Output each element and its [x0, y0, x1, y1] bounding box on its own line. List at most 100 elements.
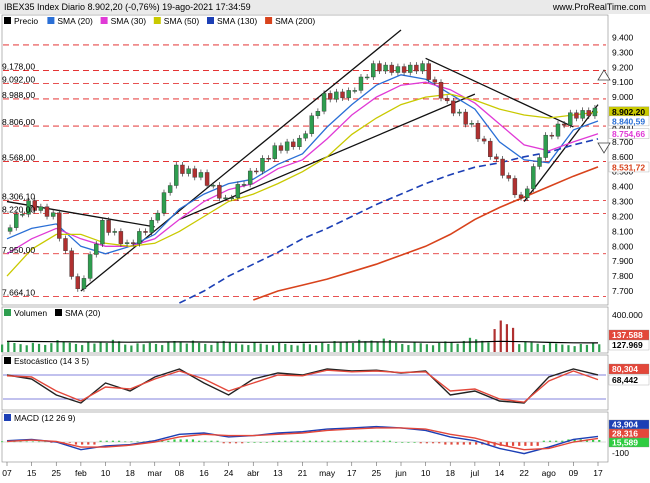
volume-bar	[74, 343, 78, 352]
x-tick-label: 18	[125, 468, 135, 478]
volume-bar	[19, 344, 22, 352]
macd-hist-bar	[351, 440, 355, 442]
candle-body	[63, 238, 68, 251]
legend-swatch	[55, 309, 62, 316]
candle-body	[574, 112, 579, 119]
candle-body	[506, 175, 511, 179]
volume-bar	[99, 341, 102, 352]
volume-bar	[499, 320, 502, 352]
candle-body	[309, 115, 314, 134]
volume-bar	[31, 342, 34, 352]
x-tick-label: 10	[101, 468, 111, 478]
volume-bar	[493, 329, 496, 352]
volume-bar	[308, 344, 312, 352]
macd-lines	[3, 425, 606, 455]
candle-body	[568, 112, 573, 126]
trend-line	[425, 57, 574, 128]
x-tick-label: ago	[542, 468, 556, 478]
price-legend: Precio SMA (20) SMA (30) SMA (50) SMA (130) S…	[4, 16, 315, 26]
volume-bar	[376, 341, 379, 352]
candle-body	[408, 64, 413, 73]
candle-body	[7, 227, 13, 232]
right-tick-label: 8.000	[612, 241, 634, 251]
legend-label: SMA (20)	[57, 16, 93, 26]
macd-hist-bar	[376, 440, 379, 442]
stoch-legend: Estocástico (14 3 5)	[4, 356, 89, 366]
x-tick-label: feb	[75, 468, 87, 478]
volume-sma-path	[6, 340, 599, 344]
stoch-panel-frame	[1, 354, 609, 411]
candle-body	[44, 206, 50, 217]
volume-bar	[345, 341, 348, 352]
legend-label: SMA (50)	[164, 16, 200, 26]
x-axis: 07 15 25 feb 10 18 mar 08 16 24 abr 13 21 may 17 25 jun 1…	[2, 462, 603, 478]
volume-bar	[253, 342, 256, 352]
macd-hist-bar	[87, 442, 90, 445]
volume-bar	[407, 345, 410, 352]
x-tick-label: 13	[273, 468, 283, 478]
volume-badge-label: 127.969	[612, 340, 643, 350]
macd-hist-bar	[93, 442, 96, 445]
macd-hist-bar	[253, 442, 256, 443]
price-panel-frame	[1, 14, 609, 306]
macd-hist-bar	[74, 442, 78, 445]
candle-body	[444, 98, 450, 102]
candle-body	[321, 93, 327, 112]
macd-hist-bar	[407, 442, 410, 443]
macd-hist-bar	[456, 442, 459, 445]
left-level-label: 7.950,00	[2, 245, 35, 255]
price-badge	[608, 161, 650, 173]
macd-hist-bar	[542, 440, 545, 442]
macd-hist-bar	[111, 440, 115, 442]
right-tick-label: 9.400	[612, 32, 634, 42]
volume-bars	[1, 320, 601, 352]
macd-hist-bar	[370, 440, 373, 442]
candle-body	[223, 197, 228, 200]
candle-body	[254, 170, 259, 173]
macd-hist-bar	[50, 442, 53, 443]
volume-bar	[555, 343, 558, 352]
volume-legend: Volumen SMA (20)	[4, 308, 101, 318]
x-tick-label: may	[319, 468, 336, 478]
left-level-label: 8.306,10	[2, 192, 35, 202]
volume-bar	[222, 340, 225, 352]
volume-bar	[50, 343, 53, 352]
candle-body	[266, 158, 271, 160]
macd-hist-bar	[185, 439, 188, 442]
macd-hist-bar	[204, 440, 207, 442]
stoch-badge-label: 80,304	[612, 364, 638, 374]
volume-bar	[234, 343, 238, 352]
macd-hist-bar	[438, 442, 441, 444]
volume-bar	[462, 340, 465, 352]
candle-body	[525, 188, 530, 199]
candle-body	[414, 64, 419, 72]
up-arrow-icon	[597, 69, 611, 81]
volume-bar	[382, 338, 385, 352]
legend-label: SMA (30)	[111, 16, 147, 26]
volume-bar	[161, 345, 164, 352]
volume-bar	[68, 342, 71, 352]
volume-bar	[271, 345, 275, 352]
macd-hist-bar	[290, 440, 293, 442]
price-reference-lines	[3, 44, 606, 297]
macd-hist-bar	[161, 440, 164, 442]
candle-body	[106, 219, 111, 233]
candle-body	[494, 156, 499, 160]
candle-body	[297, 137, 302, 147]
right-tick-label: 7.700	[612, 286, 634, 296]
candle-body	[186, 168, 191, 174]
legend-swatch	[207, 17, 214, 24]
volume-bar	[241, 344, 244, 352]
chart-title: IBEX35 Index Diario 8.902,20 (-0,76%) 19…	[4, 2, 251, 12]
stoch-line-d	[6, 369, 599, 403]
candle-body	[389, 64, 394, 73]
candle-body	[155, 212, 161, 221]
macd-hist-bar	[278, 440, 281, 442]
volume-bar	[321, 342, 324, 352]
volume-bar	[142, 344, 145, 352]
volume-bar	[173, 341, 176, 352]
legend-swatch	[47, 17, 55, 24]
macd-hist-bar	[308, 440, 312, 442]
macd-hist-bar	[401, 442, 404, 443]
volume-bar	[1, 344, 4, 352]
